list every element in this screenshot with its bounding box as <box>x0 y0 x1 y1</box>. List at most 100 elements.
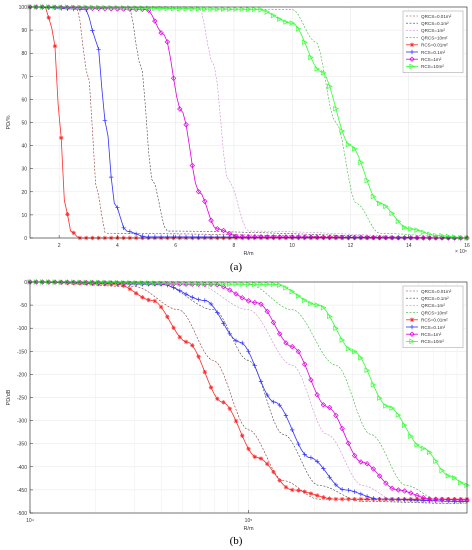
series-point <box>158 5 165 12</box>
series-point <box>451 475 458 481</box>
series-point <box>258 456 264 461</box>
series-point <box>327 496 332 501</box>
series-point <box>215 310 220 315</box>
series-line <box>30 6 467 239</box>
series-point <box>158 304 164 310</box>
series-point <box>352 348 358 355</box>
series-point <box>346 487 351 493</box>
series-point <box>164 39 171 45</box>
series-point <box>152 234 158 240</box>
series-point <box>114 4 121 11</box>
series-point <box>71 230 76 236</box>
series-point <box>264 9 271 15</box>
series-point <box>140 234 145 239</box>
series-3 <box>30 281 468 505</box>
series-point <box>133 231 139 237</box>
series-point <box>264 234 270 240</box>
series-point <box>352 496 357 502</box>
series-point <box>189 280 196 287</box>
series-point <box>302 489 307 494</box>
series-point <box>445 233 452 240</box>
series-point <box>140 295 145 300</box>
legend-entry: QRCS=10m² <box>421 310 448 315</box>
series-point <box>377 200 383 207</box>
series-point <box>345 234 352 241</box>
legend-entry: QRCS=1m² <box>421 28 445 33</box>
series-point <box>290 427 295 433</box>
series-point <box>439 496 445 503</box>
series-point <box>383 480 389 486</box>
y-tick-label: 50 <box>21 121 27 127</box>
series-point <box>408 433 414 439</box>
series-point <box>320 69 327 76</box>
x-tick-label: 10 <box>289 243 295 249</box>
legend-box <box>402 285 464 348</box>
series-point <box>414 227 421 233</box>
series-point <box>245 281 252 288</box>
y-axis-label: PD/% <box>6 115 12 129</box>
series-point <box>277 16 283 22</box>
y-tick-label: -300 <box>17 419 27 425</box>
series-point <box>240 433 245 438</box>
x-tick-label: 8 <box>233 243 236 249</box>
series-point <box>246 349 251 354</box>
series-point <box>389 210 396 217</box>
series-point <box>89 279 96 286</box>
series-point <box>339 487 345 492</box>
series-3 <box>30 6 467 239</box>
series-point <box>339 337 346 343</box>
series-point <box>233 291 239 297</box>
series-point <box>295 234 302 240</box>
series-point <box>439 467 446 474</box>
series-point <box>277 331 283 337</box>
series-point <box>220 6 227 12</box>
series-point <box>283 340 289 346</box>
legend-entry: QRCS=10m² <box>421 35 448 40</box>
x-tick-label: 16 <box>464 243 470 249</box>
series-point <box>308 491 314 496</box>
series-point <box>177 280 183 287</box>
series-point <box>414 235 420 241</box>
series-point <box>445 235 451 241</box>
series-point <box>221 234 226 240</box>
series-point <box>290 487 295 493</box>
series-point <box>426 231 433 238</box>
legend-entry: RCS=0.1m² <box>421 50 446 55</box>
series-point <box>395 487 402 493</box>
series-point <box>165 314 170 320</box>
series-point <box>127 229 133 234</box>
series-point <box>271 469 276 475</box>
series-point <box>364 461 370 467</box>
series-point <box>183 280 190 287</box>
series-point <box>46 15 51 20</box>
series-point <box>220 281 227 287</box>
series-point <box>408 490 414 496</box>
series-point <box>165 234 170 240</box>
series-point <box>339 496 345 502</box>
y-tick-label: -50 <box>20 303 27 309</box>
series-point <box>296 488 301 493</box>
series-point <box>202 234 207 240</box>
series-point <box>252 234 258 240</box>
series-point <box>264 281 271 288</box>
series-point <box>352 146 358 152</box>
series-point <box>289 20 296 26</box>
series-point <box>108 174 114 180</box>
series-point <box>383 234 389 241</box>
series-point <box>345 440 352 446</box>
legend-box <box>402 10 464 73</box>
series-point <box>277 478 282 483</box>
series-point <box>152 18 158 24</box>
series-point <box>433 232 439 239</box>
series-point <box>177 334 183 340</box>
legend-entry: RCS=10m² <box>421 64 444 69</box>
series-point <box>183 339 189 345</box>
series-point <box>158 234 164 240</box>
series-point <box>389 405 396 411</box>
series-point <box>358 159 364 166</box>
series-point <box>327 83 333 90</box>
series-point <box>352 489 357 494</box>
series-point <box>227 281 233 287</box>
series-point <box>283 19 289 25</box>
series-point <box>321 495 326 500</box>
